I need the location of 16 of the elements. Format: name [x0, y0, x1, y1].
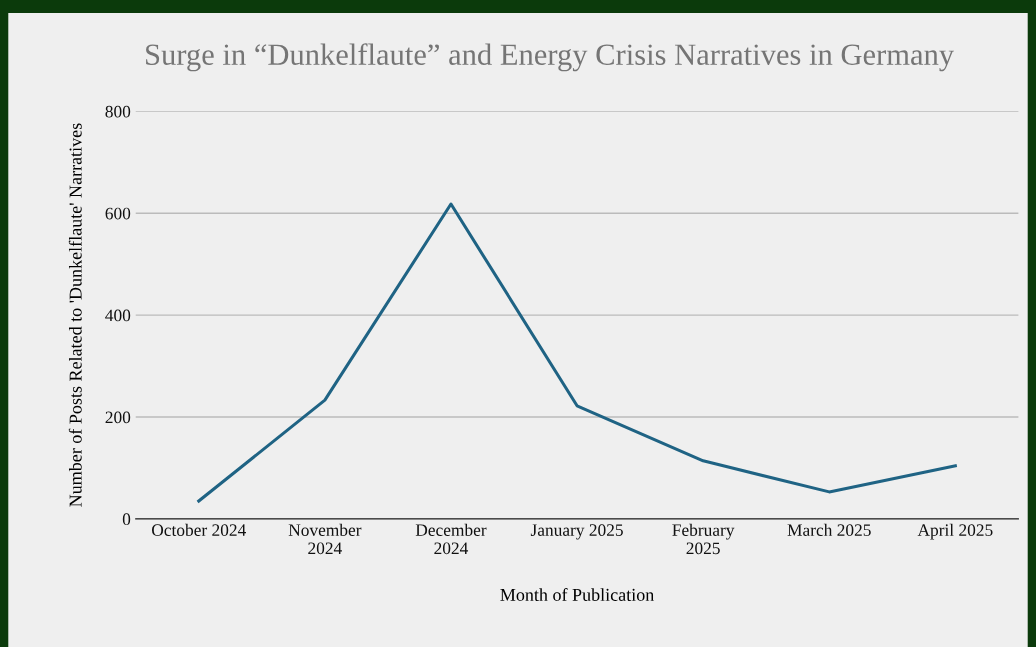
y-tick-label: 400 [105, 309, 131, 322]
x-tick-label: April 2025 [917, 523, 993, 540]
y-tick-label: 200 [105, 411, 131, 424]
x-tick-label: October 2024 [151, 523, 246, 536]
x-tick-label: January 2025 [530, 524, 623, 540]
x-tick-label: December 2024 [415, 523, 487, 555]
y-axis-title: Number of Posts Related to 'Dunkelflaute' Narratives [68, 123, 82, 507]
y-tick-label: 800 [105, 105, 131, 118]
x-tick-label: March 2025 [787, 523, 871, 536]
y-tick-label: 600 [105, 207, 131, 220]
line-series [197, 202, 957, 503]
chart-title: Surge in “Dunkelflaute” and Energy Crisis Narratives in Germany [146, 43, 954, 72]
y-tick-label: 0 [122, 513, 131, 526]
x-tick-label: November 2024 [288, 523, 362, 555]
x-axis-title: Month of Publication [500, 588, 655, 601]
x-tick-label: February 2025 [672, 523, 735, 555]
